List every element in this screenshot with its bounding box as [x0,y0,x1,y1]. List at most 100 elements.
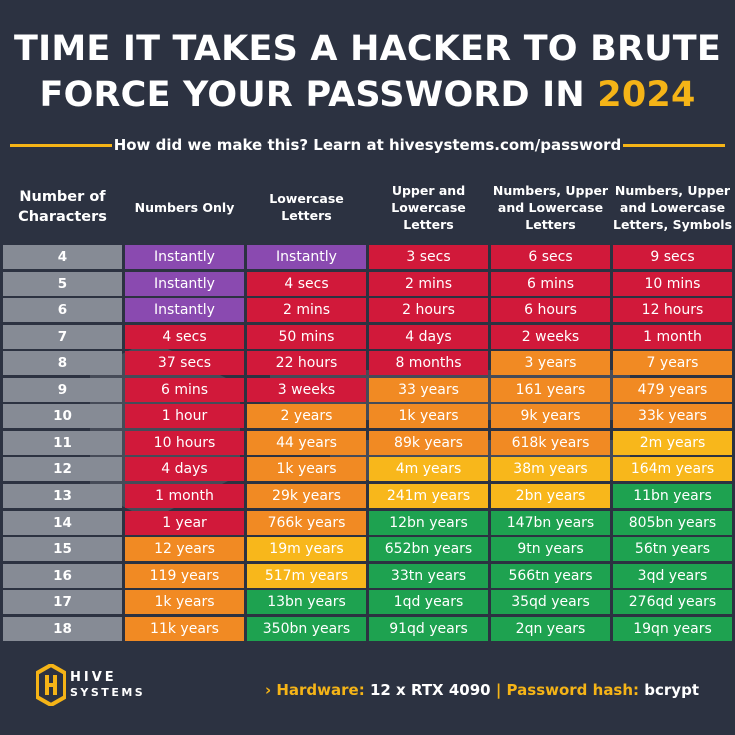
time-cell: 11k years [125,616,244,641]
character-count-cell: 13 [3,483,122,508]
character-count-cell: 15 [3,537,122,562]
subtitle-divider-left [10,144,112,147]
logo-word-hive: HIVE [70,670,117,685]
time-cell: Instantly [125,271,244,296]
character-count-cell: 16 [3,563,122,588]
table-row: 4 Instantly Instantly 3 secs 6 secs 9 secs [0,245,735,269]
table-row: 14 1 year 766k years 12bn years 147bn years 8… [0,510,735,535]
column-header-line: Letters [525,216,576,232]
time-cell: 2qn years [491,616,610,641]
column-header-text: Numbers Only [135,199,235,216]
character-count-cell: 7 [3,324,122,349]
table-row: 15 12 years 19m years 652bn years 9tn years 5… [0,537,735,562]
time-cell: 1k years [369,404,488,429]
hardware-label: Hardware: [276,681,365,699]
time-cell: 2 mins [369,271,488,296]
column-header-4: Numbers, Upper and Lowercase Letters [491,172,610,242]
footer-separator: | [495,681,502,699]
time-cell: 89k years [369,430,488,455]
time-cell: 147bn years [491,510,610,535]
column-header-line: Lowercase [269,191,344,206]
character-count-cell: 4 [3,245,122,269]
character-count-cell: 10 [3,404,122,429]
time-cell: 1 year [125,510,244,535]
character-count-cell: 9 [3,377,122,402]
footer-info: › Hardware: 12 x RTX 4090 | Password has… [265,680,699,700]
time-cell: 9tn years [491,537,610,562]
time-cell: 805bn years [613,510,732,535]
table-row: 5 Instantly 4 secs 2 mins 6 mins 10 mins [0,271,735,296]
time-cell: 766k years [247,510,366,535]
title-year: 2024 [597,75,696,115]
time-cell: 6 mins [125,377,244,402]
time-cell: Instantly [247,245,366,269]
time-cell: 479 years [613,377,732,402]
time-cell: 2 years [247,404,366,429]
time-cell: 4 days [369,324,488,349]
column-header-3: Upper and Lowercase Letters [369,172,488,242]
time-cell: Instantly [125,245,244,269]
hardware-value: 12 x RTX 4090 [369,681,491,699]
character-count-cell: 17 [3,590,122,615]
time-cell: 4m years [369,457,488,482]
table-row: 10 1 hour 2 years 1k years 9k years 33k years [0,404,735,429]
time-cell: 2bn years [491,483,610,508]
column-header-text: Number of Characters [18,187,107,227]
character-count-cell: 8 [3,351,122,376]
time-cell: 19qn years [613,616,732,641]
page-title: TIME IT TAKES A HACKER TO BRUTE FORCE YO… [0,26,735,118]
time-cell: 12 hours [613,298,732,323]
time-cell: 276qd years [613,590,732,615]
hive-systems-logo: HIVE SYSTEMS [36,664,156,710]
time-cell: 350bn years [247,616,366,641]
column-header-text: Upper and Lowercase Letters [391,182,466,233]
time-cell: 19m years [247,537,366,562]
time-cell: 35qd years [491,590,610,615]
time-cell: 652bn years [369,537,488,562]
title-line-2-prefix: FORCE YOUR PASSWORD IN [39,75,598,115]
time-cell: 4 secs [247,271,366,296]
column-header-text: Numbers, Upper and Lowercase Letters [493,182,608,233]
time-cell: 1k years [247,457,366,482]
time-cell: 33 years [369,377,488,402]
time-cell: 33tn years [369,563,488,588]
time-cell: 1qd years [369,590,488,615]
column-header-text: Numbers, Upper and Lowercase Letters, Symb… [613,182,732,233]
time-cell: 91qd years [369,616,488,641]
subtitle-row: How did we make this? Learn at hivesyste… [0,134,735,156]
time-cell: 7 years [613,351,732,376]
time-cell: 3 years [491,351,610,376]
time-cell: 29k years [247,483,366,508]
time-cell: 2m years [613,430,732,455]
time-cell: 6 secs [491,245,610,269]
table-row: 17 1k years 13bn years 1qd years 35qd years 2… [0,590,735,615]
table-row: 8 37 secs 22 hours 8 months 3 years 7 years [0,351,735,376]
character-count-cell: 12 [3,457,122,482]
hive-hexagon-logo-icon [36,664,66,706]
time-cell: 2 mins [247,298,366,323]
column-header-line: Characters [18,209,107,225]
character-count-cell: 11 [3,430,122,455]
column-header-1: Numbers Only [125,172,244,242]
time-cell: 517m years [247,563,366,588]
column-header-line: and Lowercase [497,199,604,215]
hash-label: Password hash: [506,681,640,699]
time-cell: 10 mins [613,271,732,296]
time-cell: 1 month [613,324,732,349]
time-cell: 50 mins [247,324,366,349]
title-line-1: TIME IT TAKES A HACKER TO BRUTE [14,29,721,69]
time-cell: 9k years [491,404,610,429]
column-header-line: Numbers Only [134,199,235,215]
table-row: 16 119 years 517m years 33tn years 566tn yea… [0,563,735,588]
subtitle: How did we make this? Learn at hivesyste… [113,136,622,154]
column-header-line: and Lowercase [619,199,726,215]
time-cell: 618k years [491,430,610,455]
character-count-cell: 18 [3,616,122,641]
time-cell: 8 months [369,351,488,376]
column-header-line: Letters [281,208,332,223]
time-cell: 6 mins [491,271,610,296]
column-header-line: Lowercase [391,199,466,215]
column-header-text: Lowercase Letters [269,190,344,224]
column-header-line: Number of [19,189,106,205]
